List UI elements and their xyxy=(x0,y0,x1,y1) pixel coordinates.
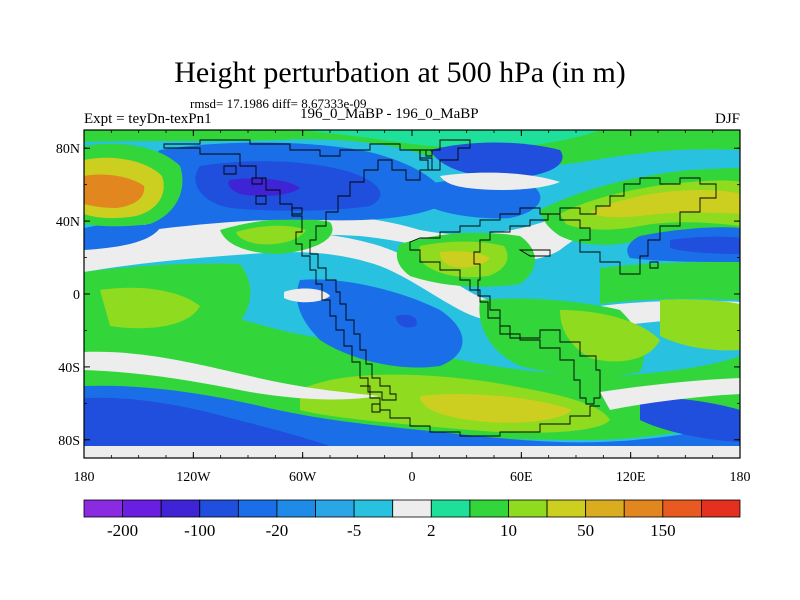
experiment-label: Expt = teyDn-texPn1 xyxy=(84,111,212,127)
plot-title: Height perturbation at 500 hPa (in m) xyxy=(174,56,626,89)
field-tropical-east-green xyxy=(600,262,740,304)
colorbar-label: 150 xyxy=(650,521,676,540)
field-tropical-neutral-south xyxy=(84,351,380,400)
field-eurasia-yellow-core xyxy=(440,251,490,268)
coast-arabia xyxy=(518,249,551,257)
colorbar-box xyxy=(469,499,509,518)
field-white-patch xyxy=(284,288,330,303)
coast-arctic-islands xyxy=(223,149,659,269)
colorbar-label: -20 xyxy=(266,521,289,540)
colorbar-label: -200 xyxy=(107,521,138,540)
coast-afro-eurasia xyxy=(409,177,717,405)
coast-greenland xyxy=(419,139,471,171)
colorbar-box xyxy=(546,499,587,518)
colorbar-box xyxy=(701,499,741,518)
lat-tick-label: 40N xyxy=(56,215,80,230)
lon-tick-label: 120W xyxy=(176,470,211,485)
field-west-yellow xyxy=(100,287,200,329)
field-northwest-orange xyxy=(84,174,145,208)
colorbar-box xyxy=(237,499,278,518)
lon-tick-label: 180 xyxy=(730,470,751,485)
field-antarctic-deep-blue xyxy=(84,397,330,446)
comparison-label: 196_0_MaBP - 196_0_MaBP xyxy=(300,106,479,122)
lat-tick-label: 40S xyxy=(58,361,80,376)
colorbar-box xyxy=(122,499,162,518)
lat-tick-label: 0 xyxy=(73,288,80,303)
colorbar-box xyxy=(199,499,239,518)
coastlines xyxy=(163,139,717,437)
colorbar: -200 -100 -20 -5 2 10 50 150 xyxy=(83,499,741,540)
lon-tick-label: 180 xyxy=(74,470,95,485)
longitude-axis: 180 120W 60W 0 60E 120E 180 xyxy=(74,130,751,485)
field-asia-yellow-core xyxy=(590,190,740,218)
field-west-pacific-blue xyxy=(84,223,160,250)
lon-tick-label: 60E xyxy=(510,470,533,485)
field-atlantic-blue xyxy=(296,279,463,368)
field-tropical-neutral-east xyxy=(600,378,740,410)
field-north-pacific-deep-blue xyxy=(670,236,740,254)
field-tropical-neutral-band xyxy=(84,231,740,330)
colorbar-box xyxy=(508,499,548,518)
colorbar-label: -100 xyxy=(184,521,215,540)
contour-field xyxy=(84,130,740,458)
field-north-america-deepest-blue xyxy=(228,178,300,196)
lat-tick-label: 80S xyxy=(58,434,80,449)
colorbar-box xyxy=(662,499,702,518)
colorbar-box xyxy=(392,499,432,518)
field-indian-yellow xyxy=(560,310,660,362)
colorbar-box xyxy=(430,499,471,518)
colorbar-box xyxy=(585,499,625,518)
colorbar-label: 50 xyxy=(577,521,594,540)
colorbar-box xyxy=(623,499,664,518)
lon-tick-label: 60W xyxy=(289,470,317,485)
field-north-yellow xyxy=(236,225,306,245)
field-arctic-white xyxy=(440,172,560,190)
field-arctic-blue xyxy=(430,142,563,178)
colorbar-label: 10 xyxy=(500,521,517,540)
field-south-atlantic-yellow-core xyxy=(420,393,572,423)
colorbar-label: 2 xyxy=(427,521,436,540)
field-arctic-teal xyxy=(300,130,600,149)
colorbar-label: -5 xyxy=(347,521,361,540)
latitude-axis: 80N 40N 0 40S 80S xyxy=(56,142,740,449)
colorbar-box xyxy=(276,499,316,518)
field-antarctic-deep-blue-east xyxy=(640,397,740,442)
lon-tick-label: 120E xyxy=(616,470,646,485)
coast-antarctic-peninsula xyxy=(371,403,381,413)
season-label: DJF xyxy=(714,111,740,127)
colorbar-box xyxy=(353,499,394,518)
colorbar-box xyxy=(83,499,123,518)
colorbar-box xyxy=(160,499,201,518)
lon-tick-label: 0 xyxy=(409,470,416,485)
colorbar-box xyxy=(315,499,355,518)
field-east-pacific-yellow xyxy=(660,299,740,351)
field-atlantic-deep-blue xyxy=(396,314,417,328)
stats-label: rmsd= 17.1986 diff= 8.67333e-09 xyxy=(190,96,367,111)
lat-tick-label: 80N xyxy=(56,142,80,157)
